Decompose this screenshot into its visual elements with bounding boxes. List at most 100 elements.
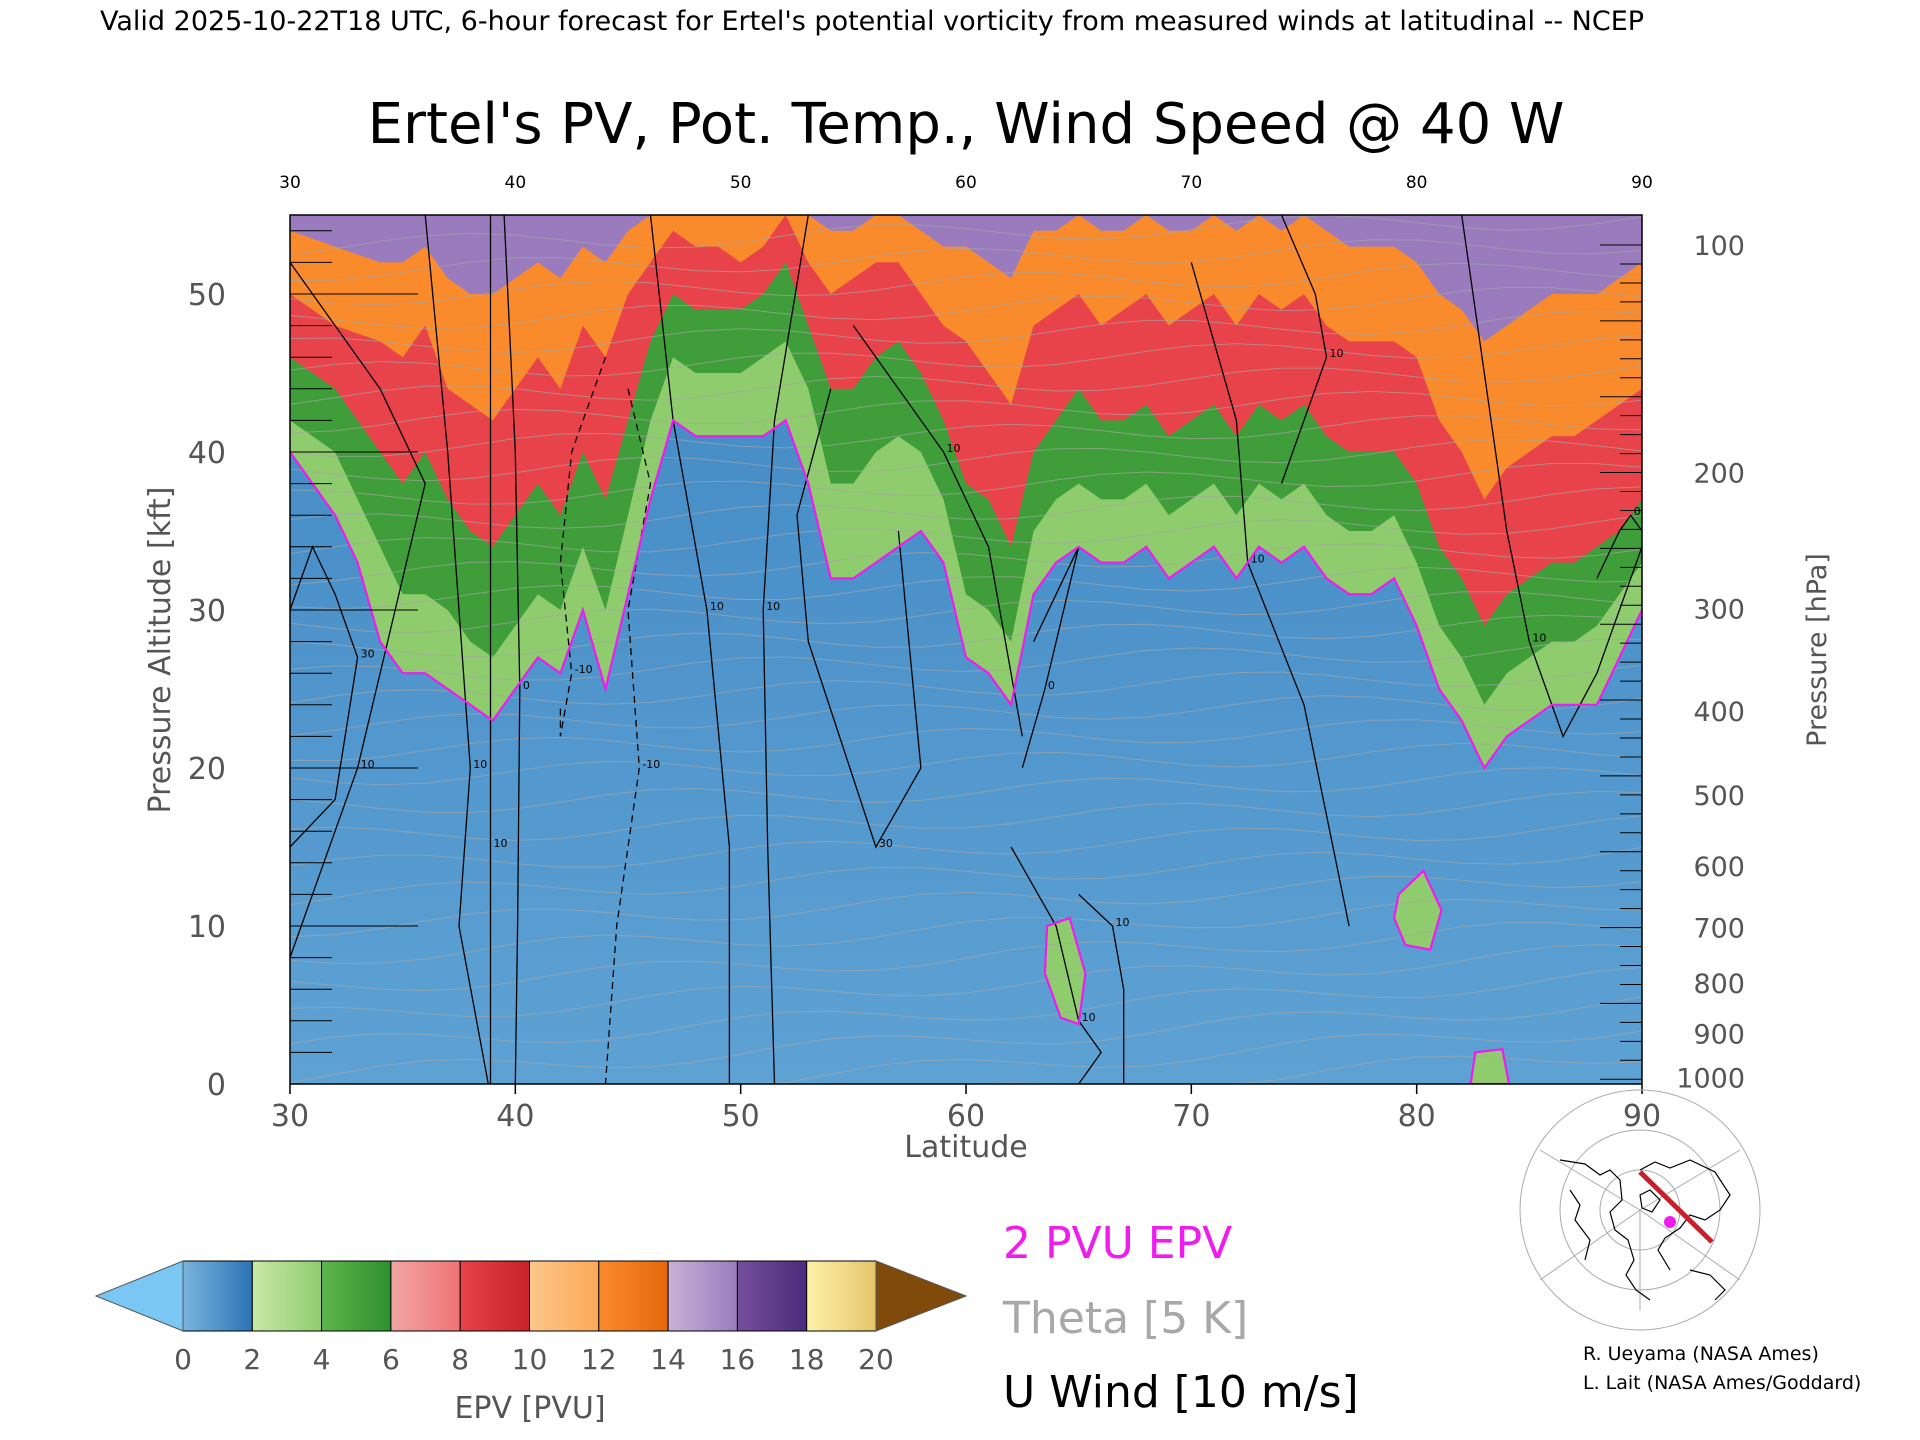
theta-line-2 <box>290 1030 1642 1084</box>
colorbar-segment-12-14 <box>598 1260 669 1332</box>
theta-line-5 <box>290 944 1642 1018</box>
theta-line-6 <box>290 922 1642 992</box>
u-wind-contour-11 <box>852 325 1023 737</box>
pv-fill-6to10 <box>290 215 1642 626</box>
credit-line-2: L. Lait (NASA Ames/Goddard) <box>1583 1372 1861 1394</box>
u-wind-contour-label-2: 10 <box>473 758 487 771</box>
top-tick-label: 30 <box>279 173 301 193</box>
u-wind-contour-18 <box>1596 514 1642 579</box>
legend-theta: Theta [5 K] <box>1002 1293 1248 1344</box>
colorbar-tick-label: 6 <box>382 1343 400 1376</box>
pv-2pvu-cell-3 <box>1469 1047 1511 1084</box>
x-tick-label: 80 <box>1398 1099 1436 1134</box>
pv-fill-10to14 <box>290 215 1642 500</box>
colorbar-tick-label: 8 <box>451 1343 469 1376</box>
y-axis-label-left: Pressure Altitude [kft] <box>143 487 178 814</box>
pv-colorbar: 0 2 4 6 8 10 12 14 16 18 20 <box>94 1260 968 1376</box>
locator-map-marker <box>1664 1216 1676 1228</box>
theta-line-22 <box>290 514 1642 555</box>
theta-line-23 <box>290 486 1642 529</box>
plot-area: 10 10 30 10 0 -10 -10 10 10 30 10 10 0 10 10 10 10 0 <box>289 214 1643 1085</box>
theta-line-13 <box>290 742 1642 786</box>
colorbar-segment-14-16 <box>667 1260 738 1332</box>
u-wind-contour-label-14: 10 <box>1115 916 1129 929</box>
u-wind-contour-9 <box>762 215 809 1084</box>
theta-line-10 <box>290 815 1642 868</box>
theta-isentropes <box>290 215 1642 1084</box>
theta-line-18 <box>290 614 1642 658</box>
u-wind-contour-2 <box>424 215 489 1084</box>
theta-line-31 <box>290 286 1642 329</box>
y-tick-label: 20 <box>188 752 226 787</box>
theta-line-20 <box>290 566 1642 610</box>
pressure-tick-label: 500 <box>1693 781 1745 812</box>
pv-fill-14plus <box>290 215 1642 342</box>
u-wind-contour-14 <box>1078 893 1125 1084</box>
pv-isolated-cell-fill-2 <box>1044 918 1086 1024</box>
legend-u-wind: U Wind [10 m/s] <box>1003 1367 1359 1418</box>
theta-line-16 <box>290 664 1642 705</box>
y-tick-label: 10 <box>188 910 226 945</box>
u-wind-contour-label-7: -10 <box>642 758 660 771</box>
colorbar-segment-18-20 <box>806 1260 877 1332</box>
theta-line-28 <box>290 365 1642 405</box>
colorbar-tick-label: 18 <box>789 1343 825 1376</box>
x-tick-label: 30 <box>271 1099 309 1134</box>
pressure-tick-label: 300 <box>1693 594 1745 625</box>
theta-line-27 <box>290 390 1642 434</box>
colorbar-tick-label: 12 <box>581 1343 617 1376</box>
u-wind-contour-3 <box>290 545 359 848</box>
theta-line-9 <box>290 846 1642 906</box>
u-wind-contour-label-4: 10 <box>361 758 375 771</box>
pressure-tick-label: 900 <box>1693 1019 1745 1050</box>
u-wind-contour-label-6: -10 <box>575 663 593 676</box>
colorbar-lower-extension <box>94 1260 184 1332</box>
colorbar-tick-label: 20 <box>858 1343 894 1376</box>
top-tick-label: 90 <box>1631 173 1653 193</box>
locator-map-graticule <box>1519 1089 1761 1331</box>
top-tick-label: 40 <box>505 173 527 193</box>
u-wind-contour-label-1: 10 <box>494 837 508 850</box>
u-wind-contour-6 <box>559 356 607 737</box>
theta-line-15 <box>290 695 1642 736</box>
u-wind-contour-label-8: 10 <box>710 600 724 613</box>
colorbar-label: EPV [PVU] <box>454 1391 605 1426</box>
colorbar-segment-0-2 <box>182 1260 253 1332</box>
u-wind-contour-label-10: 30 <box>879 837 893 850</box>
pressure-tick-label: 800 <box>1693 969 1745 1000</box>
top-tick-label: 60 <box>955 173 977 193</box>
theta-line-14 <box>290 719 1642 762</box>
theta-line-19 <box>290 591 1642 633</box>
top-tick-label: 70 <box>1181 173 1203 193</box>
pressure-tick-label: 600 <box>1693 852 1745 883</box>
u-wind-contour-10 <box>796 388 922 849</box>
u-wind-contour-5 <box>503 215 521 1084</box>
colorbar-segment-2-4 <box>251 1260 323 1332</box>
u-wind-contour-label-18: 0 <box>1634 505 1641 518</box>
u-wind-contour-label-17: 10 <box>1532 632 1546 645</box>
colorbar-tick-label: 16 <box>720 1343 756 1376</box>
theta-line-11 <box>290 790 1642 841</box>
u-wind-contour-13 <box>1021 546 1080 769</box>
top-tick-label: 80 <box>1406 173 1428 193</box>
colorbar-tick-label: 4 <box>313 1343 331 1376</box>
pv-2pvu-cell-1 <box>1392 868 1443 951</box>
colorbar-segment-8-10 <box>459 1260 531 1332</box>
credit-line-1: R. Ueyama (NASA Ames) <box>1583 1343 1819 1365</box>
chart-title: Ertel's PV, Pot. Temp., Wind Speed @ 40 … <box>368 92 1565 157</box>
colorbar-segment-4-6 <box>321 1260 392 1332</box>
pressure-tick-label: 1000 <box>1676 1064 1745 1095</box>
theta-line-21 <box>290 543 1642 586</box>
pressure-tick-label: 700 <box>1693 914 1745 945</box>
colorbar-tick-label: 14 <box>650 1343 686 1376</box>
theta-line-32 <box>290 262 1642 306</box>
x-tick-label: 70 <box>1172 1099 1210 1134</box>
u-wind-contour-label-5: 0 <box>523 679 530 692</box>
colorbar-tick-label: 2 <box>243 1343 261 1376</box>
colorbar-tick-label: 10 <box>512 1343 548 1376</box>
u-wind-contour-label-15: 10 <box>1251 553 1265 566</box>
locator-map <box>1519 1089 1761 1331</box>
u-wind-contour-7 <box>604 388 652 1084</box>
